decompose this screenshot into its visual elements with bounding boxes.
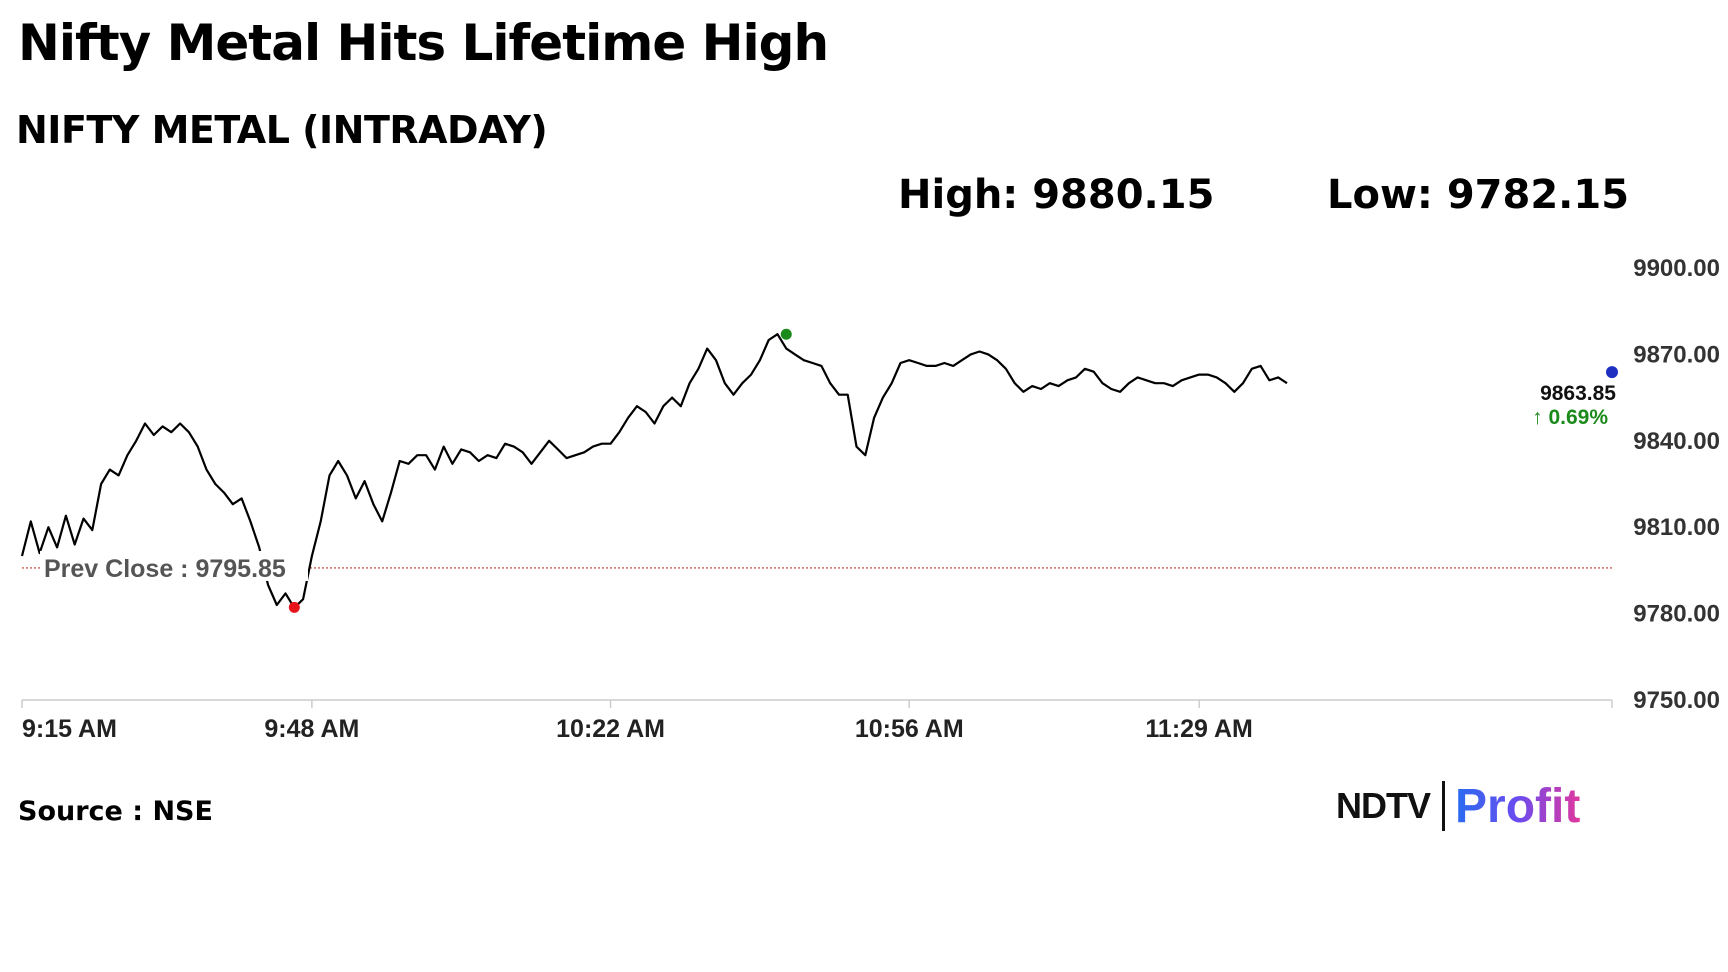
source-note: Source : NSE — [18, 796, 213, 827]
change-percent-label: ↑ 0.69% — [1532, 406, 1608, 429]
last-price-label: 9863.85 — [1540, 382, 1616, 405]
x-tick-label: 9:15 AM — [22, 715, 117, 743]
headline: Nifty Metal Hits Lifetime High — [18, 14, 829, 72]
y-tick-label: 9780.00 — [1633, 601, 1720, 628]
y-tick-label: 9750.00 — [1633, 687, 1720, 714]
y-tick-label: 9900.00 — [1633, 255, 1720, 282]
price-line — [20, 333, 1288, 609]
logo-ndtv-text: NDTV — [1336, 785, 1431, 826]
y-tick-label: 9840.00 — [1633, 428, 1720, 455]
high-marker — [780, 328, 792, 340]
prev-close-label-bg — [40, 550, 308, 581]
high-value: High: 9880.15 — [898, 172, 1215, 218]
ndtv-profit-logo: NDTV Profit — [1336, 778, 1580, 834]
last-price-marker — [1606, 366, 1618, 379]
y-tick-label: 9870.00 — [1633, 341, 1720, 368]
x-tick-label: 10:22 AM — [556, 715, 665, 743]
x-tick-label: 10:56 AM — [855, 715, 964, 743]
chart-subtitle: NIFTY METAL (INTRADAY) — [16, 108, 548, 152]
x-tick-label: 9:48 AM — [264, 715, 359, 743]
low-marker — [288, 601, 300, 613]
y-tick-label: 9810.00 — [1633, 514, 1720, 541]
logo-profit-text: Profit — [1455, 779, 1581, 833]
x-tick-label: 11:29 AM — [1145, 715, 1252, 743]
prev-close-label: Prev Close : 9795.85 — [44, 555, 286, 583]
low-value: Low: 9782.15 — [1327, 172, 1630, 218]
logo-divider — [1442, 781, 1445, 831]
